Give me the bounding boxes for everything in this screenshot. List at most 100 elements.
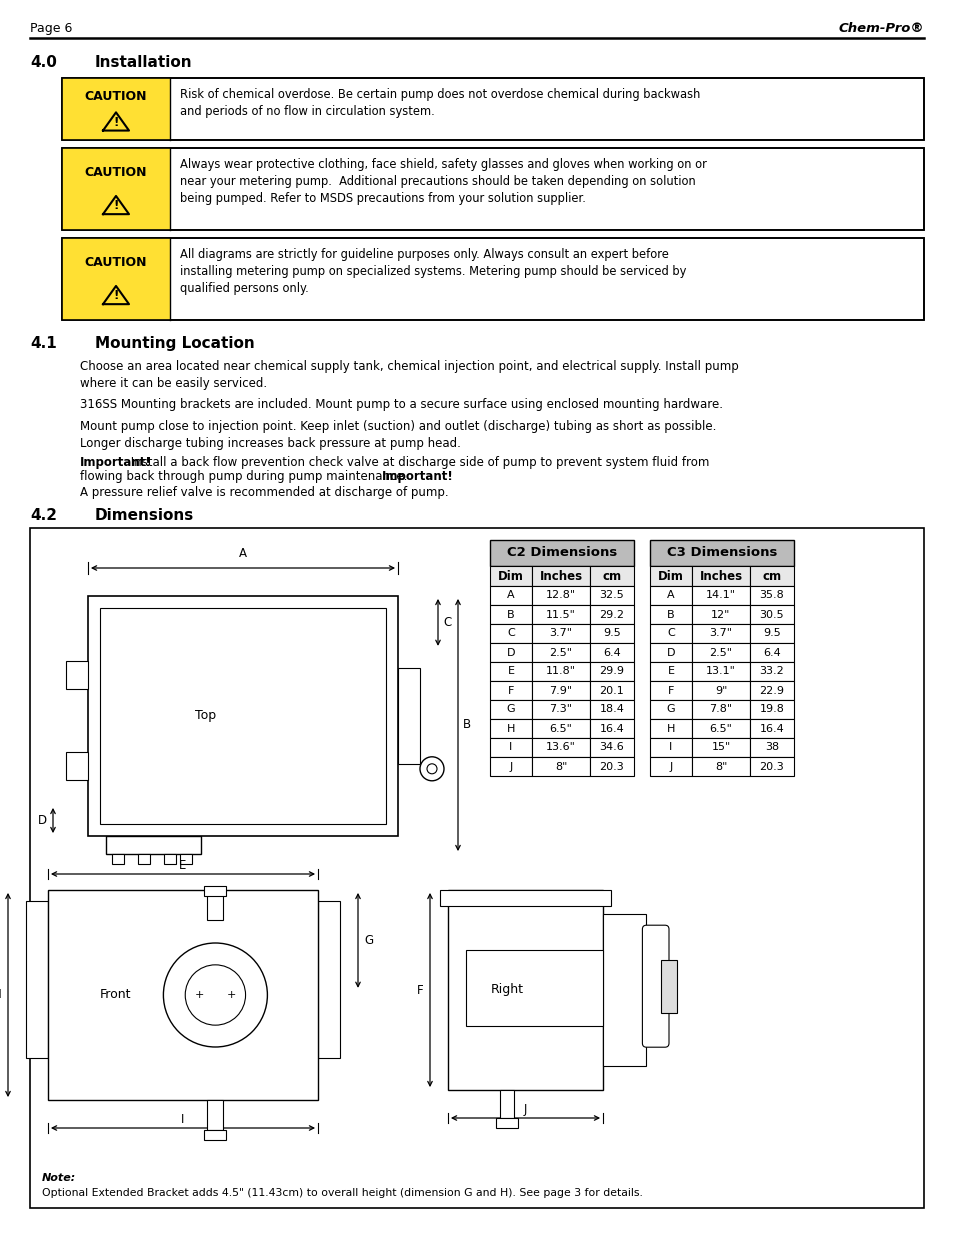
- Text: Page 6: Page 6: [30, 22, 72, 35]
- Text: 18.4: 18.4: [598, 704, 624, 715]
- Text: 20.3: 20.3: [599, 762, 623, 772]
- Text: 14.1": 14.1": [705, 590, 735, 600]
- Bar: [749, 662, 793, 680]
- Text: Dimensions: Dimensions: [95, 508, 194, 522]
- Text: 16.4: 16.4: [599, 724, 623, 734]
- Bar: [649, 662, 691, 680]
- Text: !: !: [113, 199, 118, 212]
- Text: E: E: [667, 667, 674, 677]
- Bar: [62, 78, 923, 140]
- Bar: [499, 1091, 514, 1118]
- Bar: [62, 148, 923, 230]
- Text: Important!: Important!: [381, 471, 454, 483]
- Text: 6.5": 6.5": [549, 724, 572, 734]
- Bar: [100, 608, 386, 824]
- Bar: [589, 585, 634, 605]
- Text: Dim: Dim: [658, 569, 683, 583]
- Bar: [490, 643, 532, 662]
- Bar: [749, 624, 793, 643]
- Text: F: F: [507, 685, 514, 695]
- Bar: [204, 1130, 226, 1140]
- Bar: [490, 719, 532, 739]
- Polygon shape: [103, 287, 129, 304]
- Text: CAUTION: CAUTION: [85, 165, 147, 179]
- Text: J: J: [523, 1103, 527, 1116]
- Text: CAUTION: CAUTION: [85, 256, 147, 269]
- Text: 35.8: 35.8: [759, 590, 783, 600]
- Text: cm: cm: [601, 569, 621, 583]
- Text: !: !: [113, 116, 118, 128]
- Text: Right: Right: [490, 983, 523, 997]
- Bar: [62, 148, 923, 230]
- Bar: [691, 719, 749, 739]
- Bar: [589, 624, 634, 643]
- Bar: [749, 739, 793, 757]
- Bar: [691, 700, 749, 719]
- Text: CAUTION: CAUTION: [85, 90, 147, 103]
- Text: D: D: [38, 814, 47, 827]
- Bar: [490, 700, 532, 719]
- Bar: [749, 680, 793, 700]
- Bar: [465, 950, 602, 1026]
- Bar: [62, 238, 923, 320]
- Text: J: J: [669, 762, 672, 772]
- Bar: [62, 238, 170, 320]
- Bar: [496, 1118, 517, 1128]
- Bar: [48, 890, 317, 1100]
- Text: H: H: [0, 988, 2, 1002]
- Text: 8": 8": [555, 762, 567, 772]
- Bar: [317, 900, 339, 1058]
- Text: B: B: [507, 610, 515, 620]
- Bar: [62, 238, 923, 320]
- Bar: [691, 643, 749, 662]
- Text: C: C: [666, 629, 674, 638]
- Bar: [749, 605, 793, 624]
- Bar: [691, 662, 749, 680]
- Text: 34.6: 34.6: [599, 742, 623, 752]
- Bar: [749, 585, 793, 605]
- Text: Installation: Installation: [95, 56, 193, 70]
- Text: Mount pump close to injection point. Keep inlet (suction) and outlet (discharge): Mount pump close to injection point. Kee…: [80, 420, 716, 450]
- Text: 15": 15": [711, 742, 730, 752]
- Text: 3.7": 3.7": [549, 629, 572, 638]
- Text: Note:: Note:: [42, 1173, 76, 1183]
- Bar: [649, 700, 691, 719]
- Text: 4.1: 4.1: [30, 336, 56, 351]
- Bar: [649, 624, 691, 643]
- Text: 33.2: 33.2: [759, 667, 783, 677]
- Bar: [749, 757, 793, 776]
- Bar: [691, 605, 749, 624]
- Text: 7.8": 7.8": [709, 704, 732, 715]
- Text: 29.9: 29.9: [598, 667, 624, 677]
- Bar: [490, 757, 532, 776]
- Text: 4.2: 4.2: [30, 508, 57, 522]
- Text: flowing back through pump during pump maintenance.: flowing back through pump during pump ma…: [80, 471, 411, 483]
- Text: C: C: [507, 629, 515, 638]
- Text: 7.3": 7.3": [549, 704, 572, 715]
- Text: 13.6": 13.6": [545, 742, 576, 752]
- Bar: [649, 566, 691, 585]
- Bar: [691, 757, 749, 776]
- Bar: [660, 960, 677, 1013]
- Text: Optional Extended Bracket adds 4.5" (11.43cm) to overall height (dimension G and: Optional Extended Bracket adds 4.5" (11.…: [42, 1188, 642, 1198]
- Bar: [691, 585, 749, 605]
- Bar: [532, 739, 589, 757]
- Bar: [62, 78, 170, 140]
- Text: Important!: Important!: [80, 456, 152, 469]
- Bar: [66, 661, 88, 689]
- Text: H: H: [666, 724, 675, 734]
- Bar: [532, 700, 589, 719]
- Text: G: G: [506, 704, 515, 715]
- Text: 316SS Mounting brackets are included. Mount pump to a secure surface using enclo: 316SS Mounting brackets are included. Mo…: [80, 398, 722, 411]
- Bar: [138, 853, 150, 864]
- Text: 4.0: 4.0: [30, 56, 57, 70]
- Text: I: I: [509, 742, 512, 752]
- Text: E: E: [179, 860, 187, 872]
- Text: Always wear protective clothing, face shield, safety glasses and gloves when wor: Always wear protective clothing, face sh…: [180, 158, 706, 205]
- Text: 11.5": 11.5": [545, 610, 576, 620]
- Bar: [532, 680, 589, 700]
- Bar: [490, 540, 634, 566]
- Text: Install a back flow prevention check valve at discharge side of pump to prevent : Install a back flow prevention check val…: [127, 456, 709, 469]
- Bar: [602, 914, 646, 1066]
- Bar: [448, 890, 602, 1091]
